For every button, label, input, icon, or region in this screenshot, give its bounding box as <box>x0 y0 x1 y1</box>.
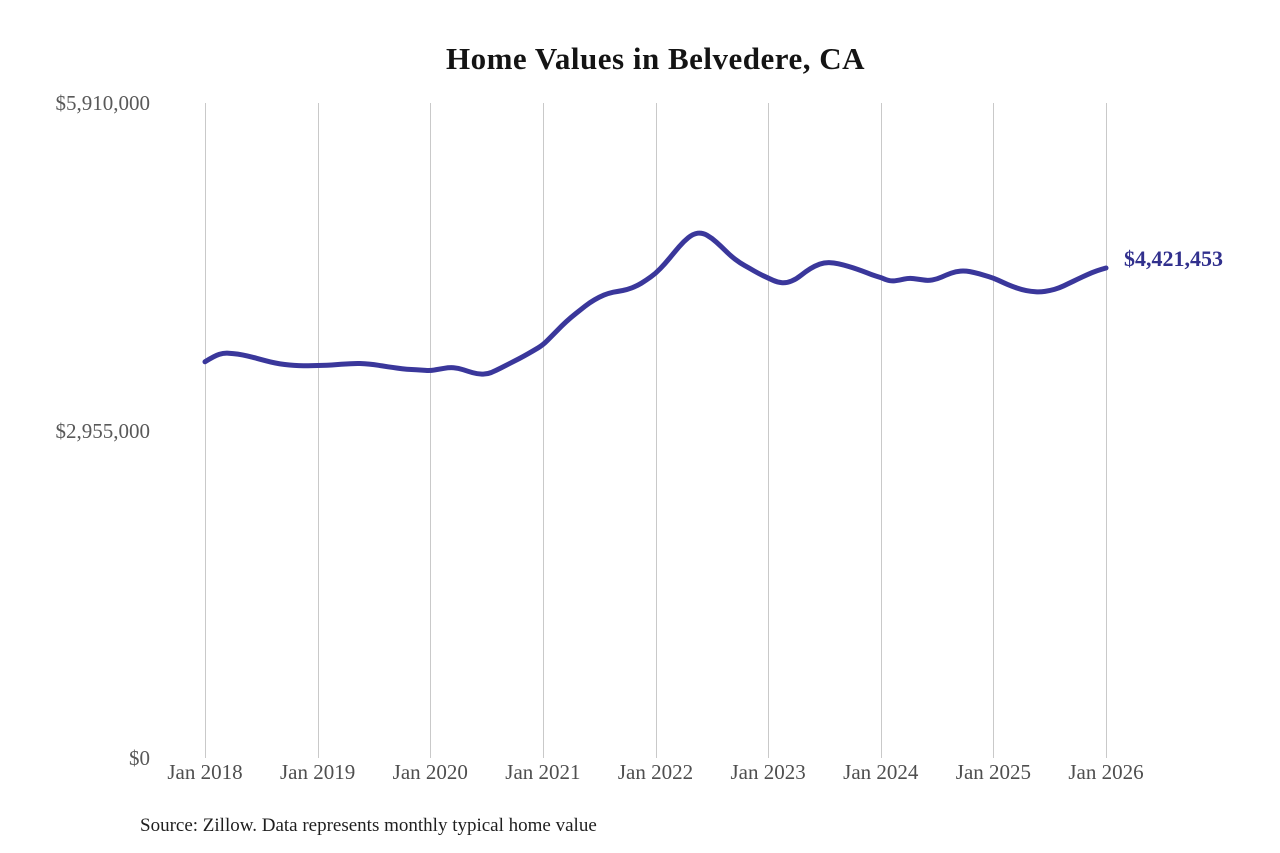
year-gridline <box>880 103 882 758</box>
plot-area <box>205 103 1107 758</box>
y-tick-label: $5,910,000 <box>55 91 151 115</box>
value-line-chart <box>202 230 1109 377</box>
year-gridline <box>1106 103 1107 758</box>
x-tick-label: Jan 2025 <box>955 760 1032 784</box>
x-tick-label: Jan 2018 <box>167 760 243 784</box>
x-tick-label: Jan 2024 <box>843 760 919 784</box>
x-tick-label: Jan 2021 <box>505 760 581 784</box>
year-gridline <box>655 103 657 758</box>
x-tick-label: Jan 2022 <box>617 760 694 784</box>
year-gridline <box>542 103 544 758</box>
year-gridline <box>993 103 995 758</box>
x-tick-label: Jan 2020 <box>392 760 468 784</box>
y-tick-label: $2,955,000 <box>55 418 151 443</box>
x-tick-label: Jan 2019 <box>279 760 356 784</box>
y-tick-label: $0 <box>129 746 150 770</box>
year-gridline <box>768 103 770 758</box>
home-value-line <box>202 230 1109 377</box>
x-tick-label: Jan 2023 <box>730 760 806 784</box>
x-tick-label: Jan 2026 <box>1068 760 1144 784</box>
chart-title: Home Values in Belvedere, CA <box>446 41 865 76</box>
source-note: Source: Zillow. Data represents monthly … <box>140 815 597 836</box>
year-gridline <box>317 103 319 758</box>
latest-value-label: $4,421,453 <box>1124 246 1223 271</box>
year-gridline <box>205 103 206 758</box>
year-gridline <box>430 103 432 758</box>
